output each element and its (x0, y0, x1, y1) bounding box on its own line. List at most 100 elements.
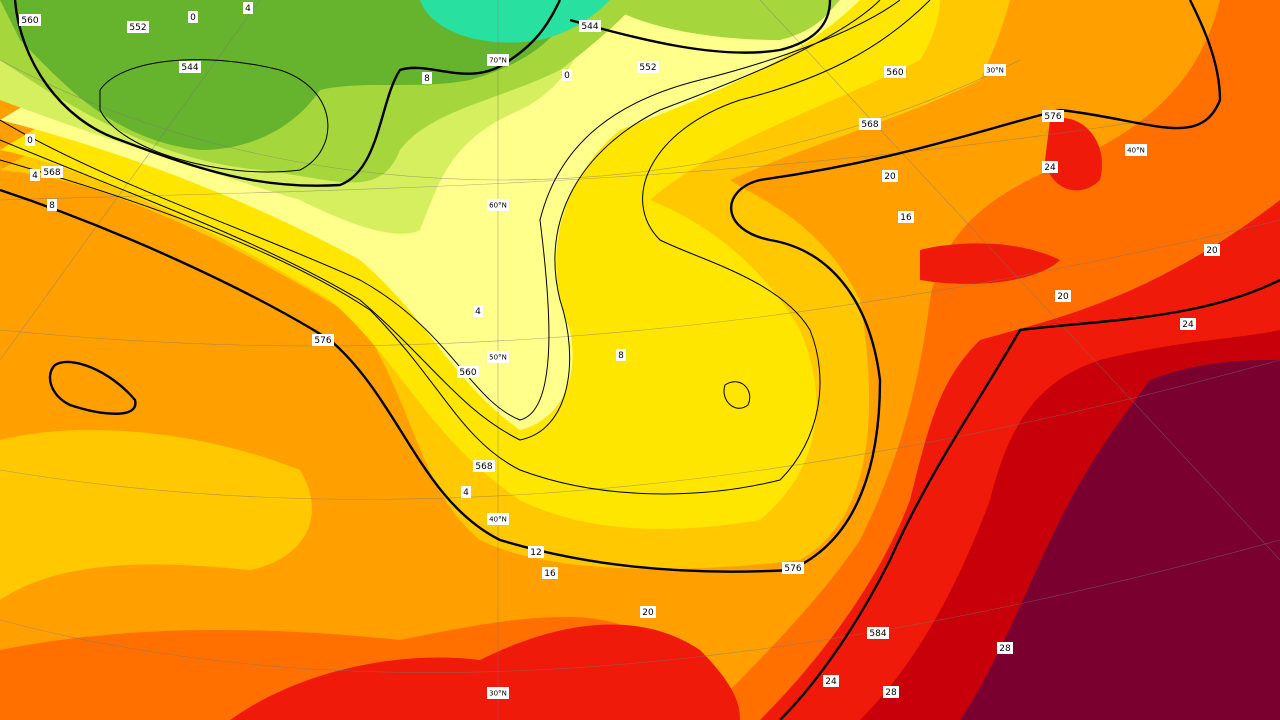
temperature-label-box (883, 686, 899, 698)
geopotential-label-box (127, 21, 149, 33)
temperature-label: 0 (190, 13, 196, 23)
field-red-patch (1045, 118, 1102, 191)
temperature-label-box (188, 11, 198, 23)
geopotential-label: 576 (1044, 112, 1061, 122)
temperature-label: 4 (463, 488, 469, 498)
temperature-label: 0 (564, 71, 570, 81)
geopotential-label-box (41, 166, 63, 178)
latitude-label: 40°N (489, 516, 507, 524)
temperature-label: 20 (1206, 246, 1218, 256)
temperature-label: 8 (49, 201, 55, 211)
geopotential-label-box (859, 118, 881, 130)
geopotential-label-box (19, 14, 41, 26)
temperature-label-box (528, 546, 544, 558)
latitude-label-box (487, 54, 509, 66)
field-maroon (960, 360, 1280, 720)
meridian (759, 0, 1280, 561)
geopotential-label-box (637, 61, 659, 73)
temperature-label: 16 (900, 213, 912, 223)
contour-568 (0, 0, 931, 495)
latitude-label-box (487, 513, 509, 525)
latitude-label-box (1125, 144, 1147, 156)
contour-536 (99, 59, 329, 173)
temperature-label: 24 (1044, 163, 1056, 173)
latitude-label-box (487, 351, 509, 363)
temperature-label-box (243, 2, 253, 14)
geopotential-label-box (867, 627, 889, 639)
latitude-label: 30°N (489, 690, 507, 698)
temperature-label-box (422, 72, 432, 84)
latitude-label: 40°N (1127, 147, 1145, 155)
temperature-label-box (1042, 161, 1058, 173)
temperature-label: 28 (999, 644, 1011, 654)
geopotential-label: 544 (581, 22, 598, 32)
contour-584-cell (48, 360, 137, 415)
temperature-label-box (1204, 244, 1220, 256)
geopotential-label: 560 (459, 368, 476, 378)
latitude-label: 50°N (489, 354, 507, 362)
temperature-label-box (461, 486, 471, 498)
latitude-label: 60°N (489, 202, 507, 210)
contour-560 (0, 0, 881, 441)
geopotential-label: 584 (869, 629, 886, 639)
latitude-label: 30°N (986, 67, 1004, 75)
temperature-label: 20 (884, 172, 896, 182)
temperature-label-box (616, 349, 626, 361)
temperature-label: 20 (1057, 292, 1069, 302)
temperature-label: 8 (618, 351, 624, 361)
field-light-green-ne (600, 0, 840, 40)
geopotential-label: 552 (639, 63, 656, 73)
contour-closed (723, 381, 751, 409)
temperature-label: 4 (245, 4, 251, 14)
geopotential-label: 544 (181, 63, 198, 73)
geopotential-label-box (1042, 110, 1064, 122)
geopotential-label: 568 (43, 168, 60, 178)
temperature-label-box (640, 606, 656, 618)
field-green (0, 0, 580, 150)
latitude-label-box (487, 687, 509, 699)
latitude-label-box (984, 64, 1006, 76)
geopotential-label: 568 (475, 462, 492, 472)
temperature-label: 24 (825, 677, 837, 687)
field-red-south (230, 624, 740, 720)
contour-576 (0, 0, 1222, 573)
field-red-band (920, 243, 1060, 284)
contour-544-ne (569, 0, 832, 54)
parallel-30 (0, 539, 1280, 673)
geopotential-label-box (884, 66, 906, 78)
geopotential-label-box (782, 562, 804, 574)
temperature-label: 24 (1182, 320, 1194, 330)
temperature-label-box (1180, 318, 1196, 330)
temperature-label-box (823, 675, 839, 687)
temperature-label: 8 (424, 74, 430, 84)
temperature-label: 0 (27, 136, 33, 146)
temperature-label-box (542, 567, 558, 579)
geopotential-label-box (179, 61, 201, 73)
geopotential-label: 576 (784, 564, 801, 574)
field-teal (420, 0, 610, 43)
geopotential-label-box (457, 366, 479, 378)
temperature-label: 4 (475, 307, 481, 317)
temperature-label: 16 (544, 569, 556, 579)
temperature-label-box (30, 169, 40, 181)
temperature-label-box (1055, 290, 1071, 302)
temperature-label-box (882, 170, 898, 182)
geopotential-label-box (312, 334, 334, 346)
temperature-label-box (562, 69, 572, 81)
contour-584 (779, 278, 1280, 720)
parallel-40 (0, 359, 1280, 500)
contour-552 (0, 0, 901, 421)
geopotential-label: 560 (21, 16, 38, 26)
latitude-label-box (487, 199, 509, 211)
geopotential-label: 552 (129, 23, 146, 33)
geopotential-label: 560 (886, 68, 903, 78)
parallel-50 (0, 219, 1280, 347)
geopotential-label: 568 (861, 120, 878, 130)
geopotential-label-box (579, 20, 601, 32)
geopotential-label-box (473, 460, 495, 472)
temperature-label-box (25, 134, 35, 146)
geopotential-label: 576 (314, 336, 331, 346)
